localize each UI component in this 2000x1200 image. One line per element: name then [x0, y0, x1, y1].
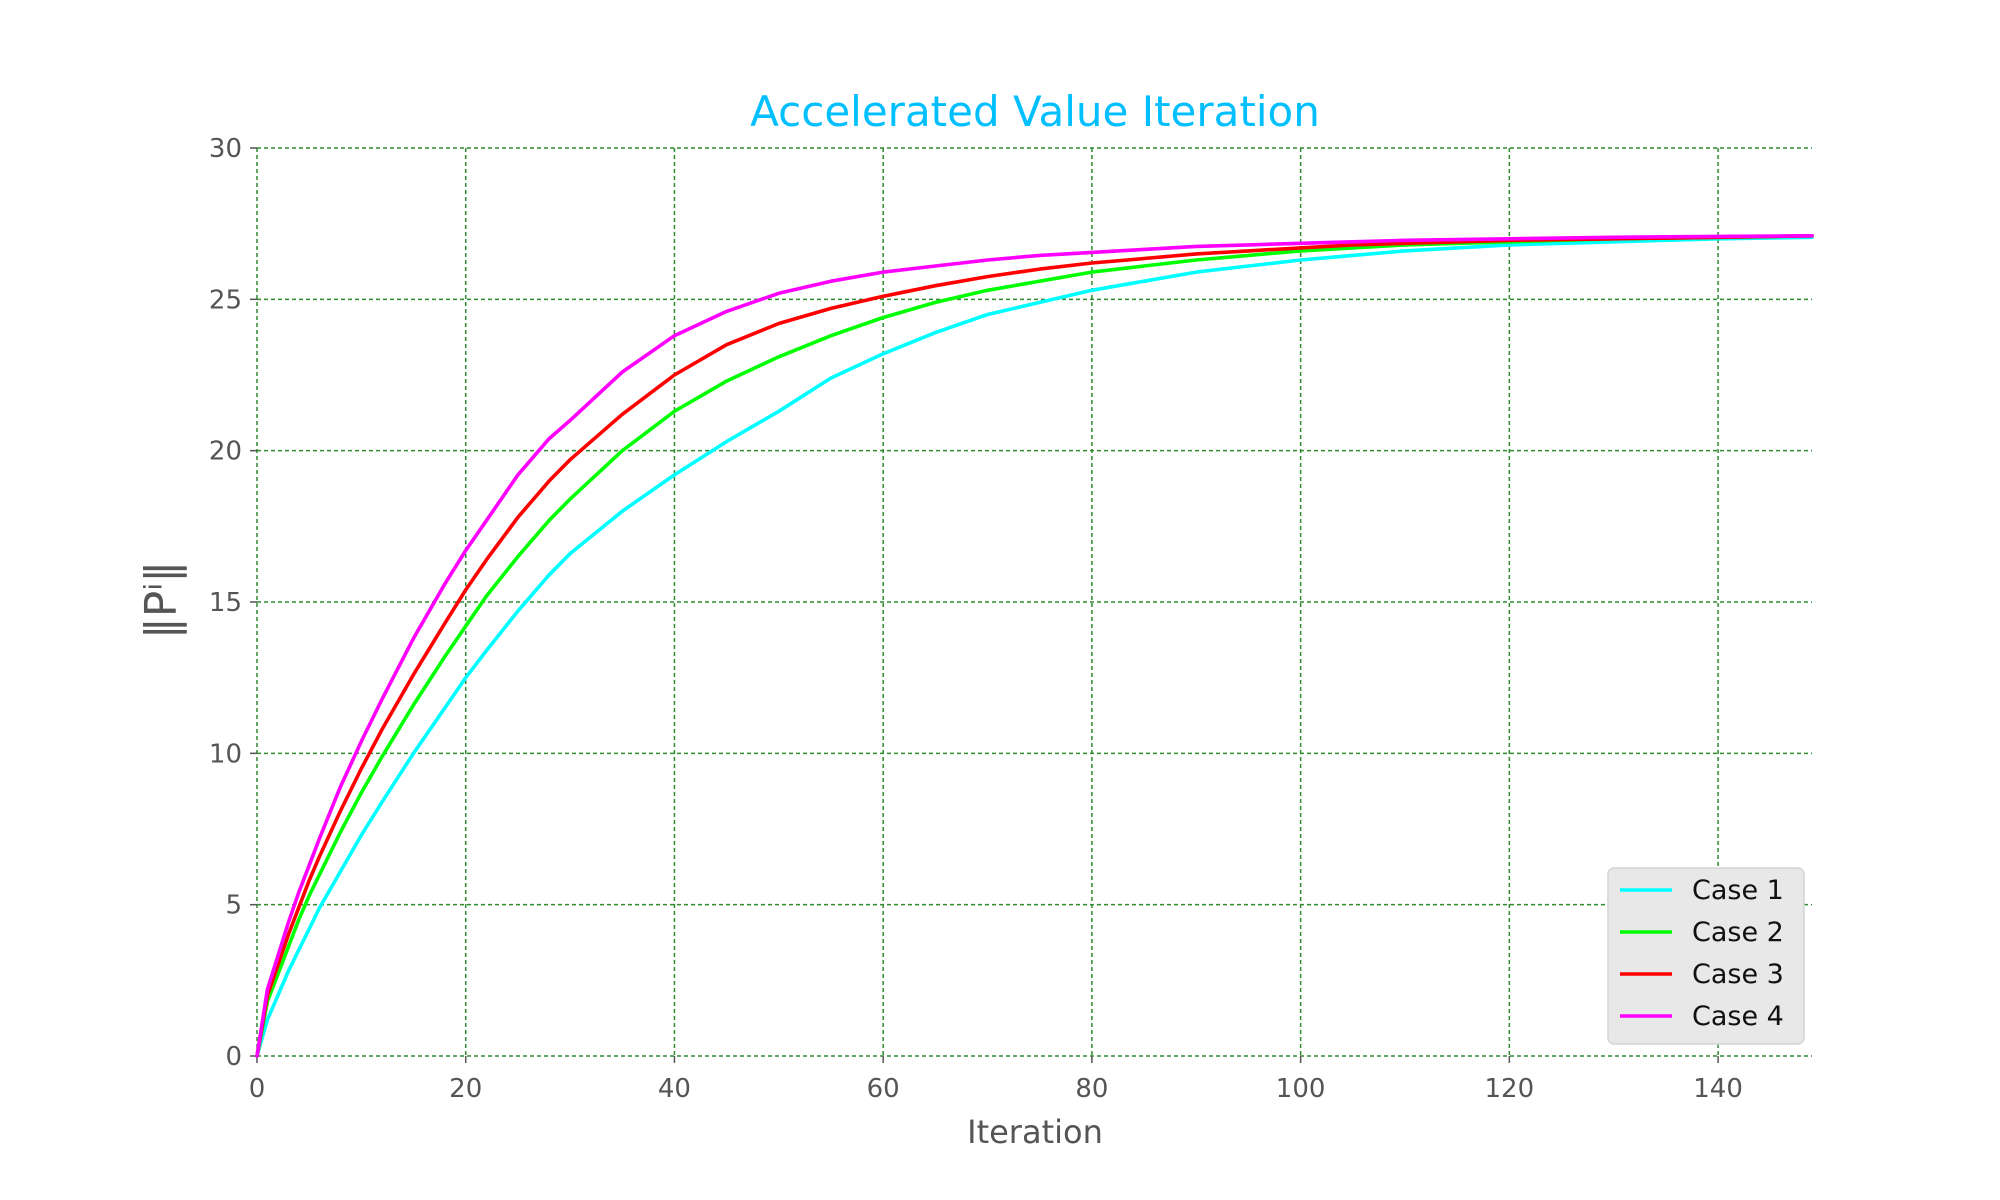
series-line-case-4: [255, 234, 1814, 1058]
legend-box: [1607, 867, 1805, 1045]
series-line-case-3: [255, 234, 1814, 1058]
y-tick-label: 15: [209, 588, 242, 618]
series-line-case-2: [255, 234, 1814, 1058]
series-line-case-1: [255, 235, 1814, 1058]
x-tick-label: 120: [1485, 1074, 1535, 1104]
legend-label-case-4: Case 4: [1692, 1001, 1784, 1032]
x-tick-label: 0: [249, 1074, 266, 1104]
x-tick-label: 140: [1693, 1074, 1743, 1104]
x-tick-label: 40: [658, 1074, 691, 1104]
y-tick-label: 0: [225, 1042, 242, 1072]
legend: Case 1 Case 2 Case 3 Case 4: [1607, 867, 1805, 1045]
y-tick-label: 10: [209, 739, 242, 769]
legend-label-case-2: Case 2: [1692, 917, 1784, 948]
x-tick-label: 20: [449, 1074, 482, 1104]
axis-ticks: 0 20 40 60 80 100 120 140 0 5 10 15 20 25 30: [209, 134, 1743, 1104]
x-tick-label: 100: [1276, 1074, 1326, 1104]
x-axis-label: Iteration: [967, 1113, 1103, 1151]
y-axis-label: ‖Pⁱ‖: [136, 561, 187, 639]
y-tick-label: 5: [225, 891, 242, 921]
legend-label-case-3: Case 3: [1692, 959, 1784, 990]
y-tick-label: 20: [209, 437, 242, 467]
grid-lines: [256, 147, 1812, 1057]
x-tick-label: 60: [867, 1074, 900, 1104]
y-tick-label: 30: [209, 134, 242, 164]
chart-title: Accelerated Value Iteration: [750, 87, 1320, 136]
y-tick-label: 25: [209, 285, 242, 315]
legend-label-case-1: Case 1: [1692, 875, 1784, 906]
series-lines: [255, 234, 1814, 1058]
x-tick-label: 80: [1075, 1074, 1108, 1104]
